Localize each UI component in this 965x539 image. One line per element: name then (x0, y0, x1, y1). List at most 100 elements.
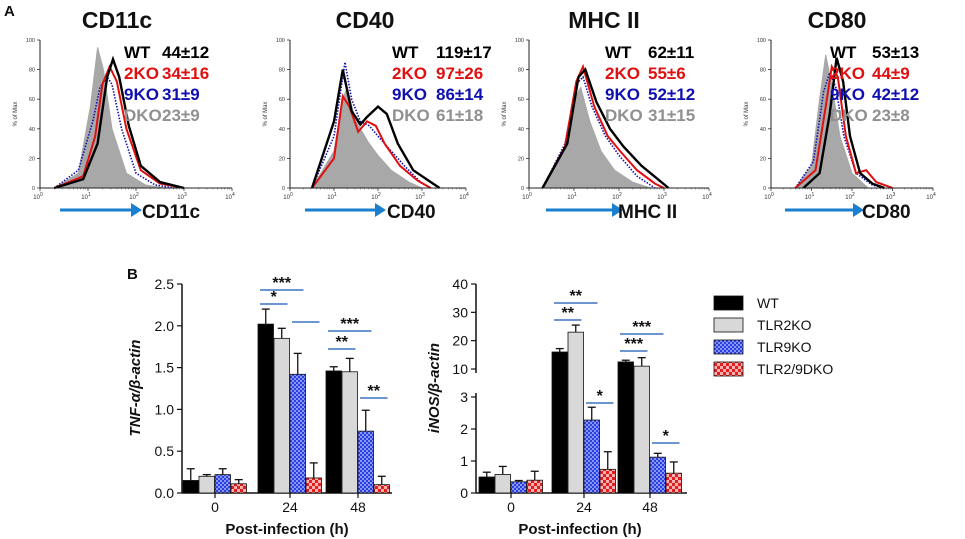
x-category-label: 24 (576, 499, 592, 515)
bar-wt (182, 480, 199, 494)
bar-tlr9ko (214, 474, 231, 494)
9ko-histogram-line (794, 70, 885, 189)
stat-value-dko: 31±15 (648, 106, 695, 125)
stat-value-2ko: 55±6 (648, 64, 686, 83)
bar-tlr29dko (230, 483, 247, 494)
bar-wt (257, 323, 274, 494)
stat-name-dko: DKO (830, 106, 868, 125)
legend-swatch-tlr29dko (713, 361, 744, 377)
stat-value-dko: 23±9 (162, 106, 200, 125)
bar-tlr2ko (341, 371, 358, 494)
bar-tlr29dko (305, 477, 322, 494)
stat-name-9ko: 9KO (392, 85, 427, 104)
x-tick-label: 102 (845, 192, 855, 201)
stat-name-2ko: 2KO (124, 64, 159, 83)
x-axis-title: Post-infection (h) (518, 521, 641, 538)
bar-wt (325, 370, 342, 494)
y-tick-label: 0 (521, 186, 524, 192)
x-tick-label: 102 (129, 192, 139, 201)
bar-tlr2ko (633, 365, 650, 494)
legend-swatch-tlr9ko (713, 339, 744, 355)
histogram-panels: CD11c % of Max 0 20 40 60 80 100 100 101 102 103 104… (13, 7, 936, 223)
legend-label-tlr29dko: TLR2/9DKO (757, 361, 833, 377)
x-tick-label: 101 (327, 192, 337, 201)
stat-value-wt: 62±11 (648, 43, 694, 62)
y-tick-label: 80 (760, 68, 766, 74)
stat-value-wt: 53±13 (872, 43, 919, 62)
y-tick-label: 100 (26, 38, 35, 44)
x-tick-label: 100 (33, 192, 43, 201)
y-axis-title: iNOS/β-actin (426, 343, 443, 433)
y-tick-label: 0 (763, 186, 766, 192)
y-tick-label: 100 (757, 38, 766, 44)
legend-label-wt: WT (757, 295, 779, 311)
x-tick-label: 103 (415, 192, 425, 201)
histogram-3: CD80 % of Max 0 20 40 60 80 100 100 101 102 103 104 W… (744, 7, 936, 223)
2ko-histogram-line (541, 63, 665, 189)
x-axis-title: Post-infection (h) (225, 521, 348, 538)
histogram-1: CD40 % of Max 0 20 40 60 80 100 100 101 102 103 104 W… (263, 7, 492, 223)
y-tick-label: 30 (452, 304, 468, 320)
y-tick-label: 60 (518, 97, 524, 103)
significance-label: *** (340, 316, 359, 333)
significance-label: * (663, 428, 670, 445)
stat-name-2ko: 2KO (830, 64, 865, 83)
bar-wt (478, 476, 495, 494)
wt-histogram-line (54, 55, 185, 190)
wt-histogram-line (310, 69, 441, 189)
y-tick-label: 60 (760, 97, 766, 103)
legend-label-tlr2ko: TLR2KO (757, 317, 812, 333)
y-tick-label: 20 (29, 156, 35, 162)
x-tick-label: 104 (459, 192, 469, 201)
y-tick-label: 2.5 (155, 276, 175, 292)
histogram-title: CD11c (82, 7, 153, 33)
significance-label: ** (562, 305, 575, 322)
significance-label: * (271, 289, 278, 306)
y-tick-label: 60 (29, 97, 35, 103)
significance-label: ** (570, 288, 583, 305)
marker-axis-label: CD11c (142, 202, 201, 223)
stat-value-9ko: 86±14 (436, 85, 484, 104)
stat-name-9ko: 9KO (830, 85, 865, 104)
2ko-histogram-line (54, 64, 185, 189)
x-tick-label: 104 (702, 192, 712, 201)
x-tick-label: 104 (926, 192, 936, 201)
bar-tlr2ko (494, 474, 511, 494)
x-category-label: 24 (282, 499, 298, 515)
y-tick-label: 20 (518, 156, 524, 162)
bar-tlr29dko (665, 472, 682, 494)
x-tick-label: 100 (764, 192, 774, 201)
y-tick-label: 20 (760, 156, 766, 162)
y-tick-label: 40 (518, 127, 524, 133)
x-tick-label: 102 (612, 192, 622, 201)
dko-histogram-fill (794, 54, 870, 189)
legend-swatch-tlr2ko (713, 317, 744, 333)
stat-value-dko: 61±18 (436, 106, 483, 125)
stat-value-wt: 119±17 (436, 43, 492, 62)
bar-wt (617, 361, 634, 494)
marker-arrow-head (131, 203, 142, 217)
wt-histogram-line (802, 57, 885, 190)
stat-value-9ko: 52±12 (648, 85, 695, 104)
stat-value-wt: 44±12 (162, 43, 209, 62)
y-tick-label: 40 (760, 127, 766, 133)
x-tick-label: 101 (567, 192, 577, 201)
y-tick-label: 20 (279, 156, 285, 162)
y-axis-label: % of Max (13, 101, 19, 126)
significance-label: ** (368, 383, 381, 400)
x-tick-label: 103 (657, 192, 667, 201)
legend-label-tlr9ko: TLR9KO (757, 339, 812, 355)
y-tick-label: 0 (460, 485, 468, 501)
y-tick-label: 80 (29, 68, 35, 74)
bar-tlr29dko (526, 479, 543, 494)
y-tick-label: 0.0 (155, 485, 175, 501)
stat-name-9ko: 9KO (124, 85, 159, 104)
x-category-label: 0 (507, 499, 515, 515)
x-category-label: 48 (642, 499, 658, 515)
stat-name-wt: WT (830, 43, 857, 62)
bar-tlr9ko (649, 456, 666, 494)
stat-name-wt: WT (124, 43, 151, 62)
x-category-label: 48 (350, 499, 366, 515)
x-tick-label: 101 (805, 192, 815, 201)
bar-tlr9ko (357, 430, 374, 494)
